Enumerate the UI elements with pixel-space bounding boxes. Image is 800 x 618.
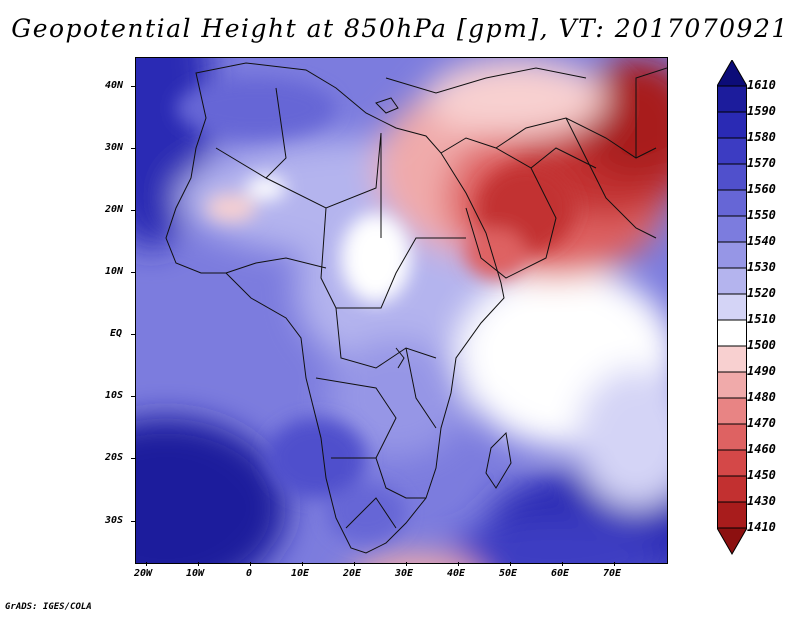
- lat-label: 40N: [105, 80, 124, 91]
- colorbar-level-label: 1470: [747, 416, 776, 430]
- colorbar-level-label: 1560: [747, 182, 776, 196]
- colorbar-box: [717, 267, 747, 295]
- colorbar-level-label: 1530: [747, 260, 776, 274]
- colorbar-box: [717, 449, 747, 477]
- lon-label: 20E: [343, 568, 362, 579]
- colorbar-top-arrow: [717, 60, 747, 87]
- colorbar-level-label: 1510: [747, 312, 776, 326]
- colorbar-box: [717, 345, 747, 373]
- lat-label: 30S: [105, 515, 124, 526]
- colorbar-box: [717, 215, 747, 243]
- colorbar-level-label: 1500: [747, 338, 776, 352]
- colorbar-level-label: 1580: [747, 130, 776, 144]
- grads-credit: GrADS: IGES/COLA: [5, 602, 92, 612]
- colorbar-level-label: 1430: [747, 494, 776, 508]
- lat-label: EQ: [110, 328, 123, 339]
- colorbar-box: [717, 475, 747, 503]
- colorbar-box: [717, 371, 747, 399]
- colorbar-level-label: 1570: [747, 156, 776, 170]
- colorbar-box: [717, 85, 747, 113]
- colorbar-box: [717, 163, 747, 191]
- colorbar-level-label: 1550: [747, 208, 776, 222]
- lat-label: 10S: [105, 390, 124, 401]
- lon-label: 10E: [291, 568, 310, 579]
- lon-label: 70E: [603, 568, 622, 579]
- lat-label: 20N: [105, 204, 124, 215]
- colorbar-level-label: 1450: [747, 468, 776, 482]
- country-borders: [165, 62, 667, 554]
- colorbar-level-label: 1480: [747, 390, 776, 404]
- lat-label: 20S: [105, 452, 124, 463]
- colorbar-level-label: 1490: [747, 364, 776, 378]
- lon-label: 10W: [186, 568, 205, 579]
- colorbar-box: [717, 241, 747, 269]
- colorbar-box: [717, 137, 747, 165]
- colorbar-level-label: 1590: [747, 104, 776, 118]
- colorbar-level-label: 1410: [747, 520, 776, 534]
- lon-label: 30E: [395, 568, 414, 579]
- lon-label: 40E: [447, 568, 466, 579]
- colorbar-box: [717, 501, 747, 529]
- colorbar: [717, 60, 747, 556]
- lon-label: 0: [246, 568, 253, 579]
- colorbar-box: [717, 397, 747, 425]
- colorbar-level-label: 1520: [747, 286, 776, 300]
- colorbar-box: [717, 423, 747, 451]
- colorbar-box: [717, 189, 747, 217]
- geopotential-field: [136, 58, 667, 563]
- lat-label: 10N: [105, 266, 124, 277]
- lon-label: 50E: [499, 568, 518, 579]
- colorbar-level-label: 1460: [747, 442, 776, 456]
- map-plot-area: [135, 57, 668, 564]
- lon-label: 20W: [134, 568, 153, 579]
- colorbar-box: [717, 293, 747, 321]
- colorbar-bottom-arrow: [717, 527, 747, 556]
- colorbar-level-label: 1610: [747, 78, 776, 92]
- map-title: Geopotential Height at 850hPa [gpm], VT:…: [11, 14, 789, 43]
- colorbar-box: [717, 319, 747, 347]
- lat-label: 30N: [105, 142, 124, 153]
- colorbar-level-label: 1540: [747, 234, 776, 248]
- colorbar-box: [717, 111, 747, 139]
- lon-label: 60E: [551, 568, 570, 579]
